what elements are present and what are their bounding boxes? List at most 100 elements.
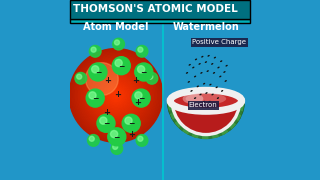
Circle shape — [135, 92, 142, 99]
Text: Atom Model: Atom Model — [83, 22, 149, 33]
Text: +: + — [104, 76, 111, 85]
Circle shape — [85, 64, 147, 127]
Circle shape — [89, 63, 107, 81]
Ellipse shape — [190, 90, 193, 92]
Wedge shape — [174, 101, 238, 133]
Circle shape — [92, 66, 99, 73]
Circle shape — [80, 60, 152, 131]
Ellipse shape — [203, 83, 205, 85]
Text: −: − — [103, 119, 109, 128]
Text: +: + — [114, 90, 121, 99]
Ellipse shape — [206, 70, 209, 72]
Wedge shape — [170, 101, 206, 120]
Circle shape — [115, 59, 122, 67]
Ellipse shape — [194, 76, 196, 77]
Circle shape — [74, 53, 158, 138]
Ellipse shape — [186, 93, 226, 104]
Ellipse shape — [221, 90, 223, 92]
Ellipse shape — [186, 72, 188, 74]
Circle shape — [107, 86, 125, 105]
Circle shape — [114, 94, 117, 97]
Ellipse shape — [219, 76, 221, 77]
Ellipse shape — [226, 65, 228, 67]
Circle shape — [91, 47, 96, 52]
Circle shape — [89, 69, 142, 122]
Ellipse shape — [207, 55, 210, 57]
Circle shape — [103, 83, 128, 108]
Ellipse shape — [205, 61, 207, 63]
Wedge shape — [168, 101, 244, 139]
Ellipse shape — [195, 58, 197, 60]
Circle shape — [97, 77, 135, 114]
Circle shape — [78, 58, 153, 133]
Text: +: + — [103, 108, 110, 117]
Wedge shape — [174, 101, 206, 128]
Ellipse shape — [208, 101, 211, 103]
Text: −: − — [140, 68, 147, 77]
Ellipse shape — [213, 72, 215, 74]
Ellipse shape — [214, 103, 216, 105]
Circle shape — [88, 135, 99, 146]
Circle shape — [102, 81, 130, 109]
Ellipse shape — [194, 97, 196, 99]
Ellipse shape — [217, 67, 220, 68]
Circle shape — [86, 89, 104, 107]
Circle shape — [92, 72, 139, 119]
Circle shape — [111, 91, 121, 100]
Circle shape — [146, 73, 158, 84]
Ellipse shape — [188, 64, 191, 66]
Wedge shape — [206, 101, 219, 139]
Circle shape — [136, 46, 148, 57]
Circle shape — [82, 61, 150, 130]
Circle shape — [113, 38, 124, 50]
Wedge shape — [182, 101, 206, 135]
Circle shape — [112, 57, 130, 75]
Wedge shape — [171, 101, 241, 136]
Wedge shape — [202, 101, 209, 139]
Circle shape — [89, 46, 101, 57]
Circle shape — [148, 74, 153, 79]
Circle shape — [135, 63, 153, 81]
Circle shape — [89, 92, 96, 99]
Text: −: − — [138, 94, 144, 103]
Ellipse shape — [197, 103, 200, 105]
Ellipse shape — [212, 94, 214, 95]
Ellipse shape — [205, 92, 208, 94]
Circle shape — [113, 92, 119, 98]
Wedge shape — [206, 101, 236, 129]
Circle shape — [108, 128, 126, 146]
Circle shape — [85, 63, 118, 95]
Text: −: − — [128, 119, 134, 128]
Ellipse shape — [209, 84, 212, 86]
Text: Electron: Electron — [189, 102, 218, 108]
Text: Watermelon: Watermelon — [172, 22, 239, 33]
Circle shape — [138, 136, 143, 141]
Ellipse shape — [188, 81, 190, 83]
Wedge shape — [164, 58, 248, 101]
Circle shape — [69, 49, 163, 142]
Circle shape — [108, 88, 124, 103]
Ellipse shape — [200, 72, 203, 74]
Circle shape — [97, 114, 115, 132]
Text: −: − — [114, 133, 120, 142]
Circle shape — [132, 89, 150, 107]
Circle shape — [138, 66, 145, 73]
Circle shape — [75, 55, 156, 136]
Circle shape — [89, 136, 94, 141]
Circle shape — [100, 117, 107, 124]
Circle shape — [115, 40, 119, 45]
Circle shape — [122, 114, 140, 132]
Circle shape — [99, 78, 133, 112]
Text: THOMSON'S ATOMIC MODEL: THOMSON'S ATOMIC MODEL — [73, 4, 237, 14]
Circle shape — [77, 74, 82, 79]
Circle shape — [94, 74, 138, 117]
Ellipse shape — [225, 80, 227, 82]
Text: +: + — [129, 130, 136, 139]
Ellipse shape — [211, 63, 213, 65]
FancyBboxPatch shape — [70, 19, 250, 22]
Text: Positive Charge: Positive Charge — [192, 39, 246, 45]
Circle shape — [105, 84, 127, 106]
Wedge shape — [206, 101, 242, 121]
Ellipse shape — [223, 71, 226, 73]
Circle shape — [86, 66, 146, 125]
